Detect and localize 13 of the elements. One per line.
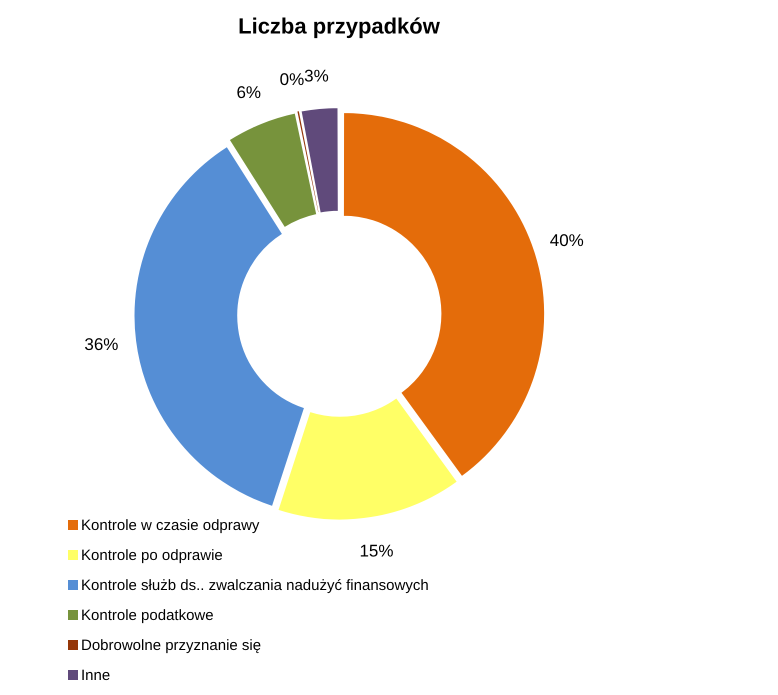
legend-label: Kontrole w czasie odprawy bbox=[81, 516, 260, 534]
data-label: 3% bbox=[304, 66, 329, 86]
legend-label: Dobrowolne przyznanie się bbox=[81, 636, 262, 654]
data-label: 36% bbox=[84, 334, 118, 354]
data-label: 40% bbox=[550, 230, 584, 250]
legend-label: Kontrole po odprawie bbox=[81, 546, 223, 564]
data-label: 15% bbox=[359, 541, 394, 560]
chart-title: Liczba przypadków bbox=[238, 13, 441, 38]
legend-label: Kontrole służb ds.. zwalczania nadużyć finansowych bbox=[81, 576, 429, 594]
legend-label: Kontrole podatkowe bbox=[81, 606, 214, 624]
data-label: 0% bbox=[280, 70, 304, 90]
data-label: 6% bbox=[236, 83, 262, 102]
legend-label: Inne bbox=[81, 666, 110, 684]
